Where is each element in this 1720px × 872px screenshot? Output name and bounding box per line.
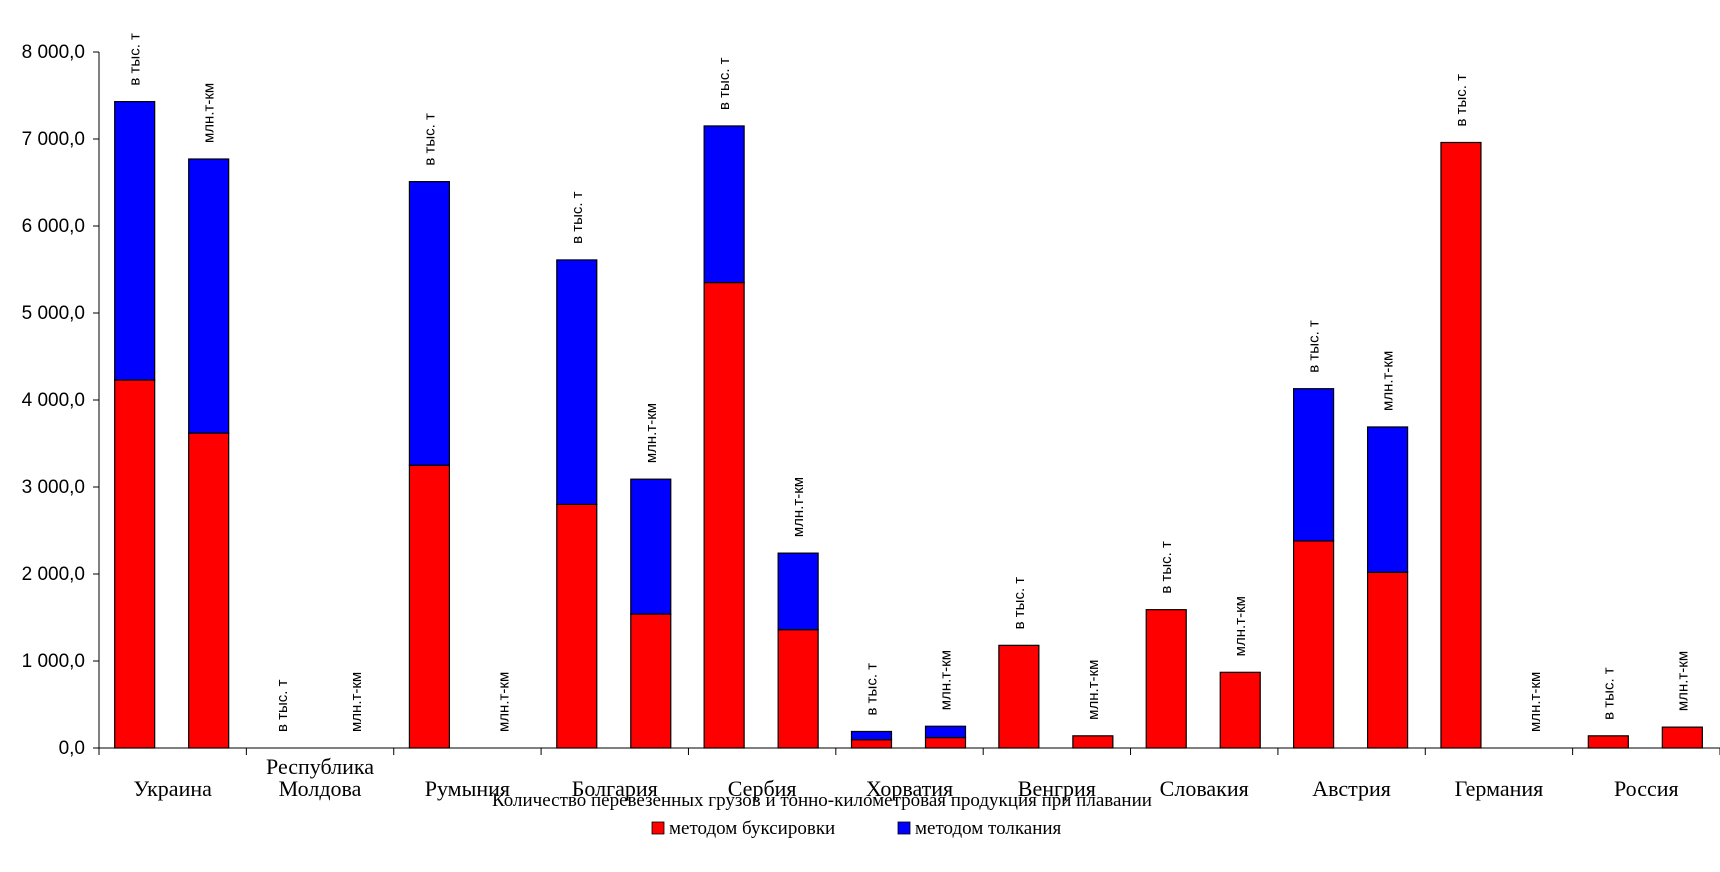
y-tick-label: 2 000,0 (22, 564, 85, 585)
x-category-label: Сербия (728, 776, 797, 801)
x-category-label: Россия (1614, 776, 1679, 801)
bar-segment-towing (114, 379, 156, 749)
bars (114, 100, 1703, 749)
bar-unit-label: млн.т-км (201, 83, 218, 143)
x-category-label: Хорватия (866, 776, 953, 801)
y-tick-label: 3 000,0 (22, 477, 85, 498)
bar-segment-towing (630, 613, 672, 749)
x-category-label: Германия (1455, 776, 1544, 801)
bar-unit-label: млн.т-км (643, 403, 660, 463)
bar-segment-towing (408, 464, 451, 749)
bar-segment-pushing (850, 730, 893, 741)
legend: методом буксировки методом толкания (651, 818, 1062, 839)
bar-unit-label: млн.т-км (1232, 596, 1249, 656)
bar-segment-towing (703, 281, 745, 749)
bar-segment-pushing (630, 478, 672, 615)
bar-unit-label: в тыс. т (1453, 74, 1470, 127)
legend-swatch (897, 821, 911, 835)
bar-segment-towing (924, 736, 967, 749)
bar-unit-label: млн.т-км (495, 672, 512, 732)
bar-segment-towing (850, 739, 893, 749)
bar-segment-towing (1072, 735, 1114, 749)
x-category-label: Австрия (1312, 776, 1391, 801)
bar-unit-label: в тыс. т (127, 33, 144, 86)
legend-swatch (651, 821, 665, 835)
x-category-label: Республика (266, 754, 374, 779)
bar-segment-towing (1292, 540, 1335, 749)
bar-unit-label: в тыс. т (1306, 320, 1323, 373)
y-tick-label: 8 000,0 (22, 42, 85, 63)
bar-segment-towing (556, 503, 598, 749)
x-category-label: Венгрия (1018, 776, 1096, 801)
bar-unit-label: млн.т-км (1085, 660, 1102, 720)
bar-unit-label: млн.т-км (938, 650, 955, 710)
y-tick-label: 7 000,0 (22, 129, 85, 150)
x-category-label: Румыния (425, 776, 510, 801)
bar-segment-towing (1366, 571, 1409, 749)
bar-segment-pushing (188, 158, 230, 434)
bar-unit-label: млн.т-км (790, 477, 807, 537)
bar-segment-towing (1587, 735, 1629, 749)
x-category-label: Молдова (279, 776, 362, 801)
bar-segment-pushing (1292, 388, 1335, 542)
bar-unit-label: в тыс. т (421, 113, 438, 166)
y-tick-label: 1 000,0 (22, 651, 85, 672)
bar-segment-pushing (114, 100, 156, 381)
bar-segment-towing (188, 432, 230, 749)
bar-segment-towing (1661, 726, 1703, 749)
y-axis: 0,0 1 000,0 2 000,0 3 000,0 4 000,0 5 000,0 6 … (22, 42, 100, 759)
bar-unit-label: в тыс. т (716, 57, 733, 110)
x-category-label: Болгария (572, 776, 658, 801)
bar-unit-label: млн.т-км (1674, 651, 1691, 711)
y-tick-label: 5 000,0 (22, 303, 85, 324)
bar-segment-towing (1145, 609, 1187, 749)
bar-segment-pushing (408, 181, 451, 466)
x-category-label: Украина (133, 776, 212, 801)
y-tick-label: 4 000,0 (22, 390, 85, 411)
bar-segment-towing (1219, 671, 1261, 749)
bar-segment-towing (1440, 141, 1482, 749)
bar-segment-pushing (1366, 426, 1409, 573)
bar-unit-label: млн.т-км (1380, 351, 1397, 411)
bar-segment-towing (998, 644, 1040, 749)
bar-segment-pushing (777, 552, 819, 631)
bar-unit-labels: в тыс. т млн.т-км в тыс. т млн.т-км в тыс. т… (127, 33, 1692, 732)
y-tick-label: 0,0 (59, 738, 85, 759)
x-axis-title: Количество перевезенных грузов и тонно-к… (492, 790, 1152, 811)
bar-segment-pushing (556, 259, 598, 505)
legend-label: методом буксировки (669, 818, 835, 839)
bar-unit-label: в тыс. т (569, 191, 586, 244)
bar-segment-towing (777, 629, 819, 749)
y-tick-label: 6 000,0 (22, 216, 85, 237)
bar-unit-label: в тыс. т (1011, 577, 1028, 630)
bar-unit-label: в тыс. т (864, 663, 881, 716)
bar-unit-label: в тыс. т (1600, 667, 1617, 720)
bar-segment-pushing (924, 725, 967, 739)
legend-label: методом толкания (915, 818, 1062, 839)
bar-segment-pushing (703, 125, 745, 284)
bar-unit-label: в тыс. т (1158, 541, 1175, 594)
x-category-label: Словакия (1160, 776, 1249, 801)
bar-unit-label: млн.т-км (1527, 672, 1544, 732)
bar-unit-label: млн.т-км (348, 672, 365, 732)
bar-unit-label: в тыс. т (274, 679, 291, 732)
